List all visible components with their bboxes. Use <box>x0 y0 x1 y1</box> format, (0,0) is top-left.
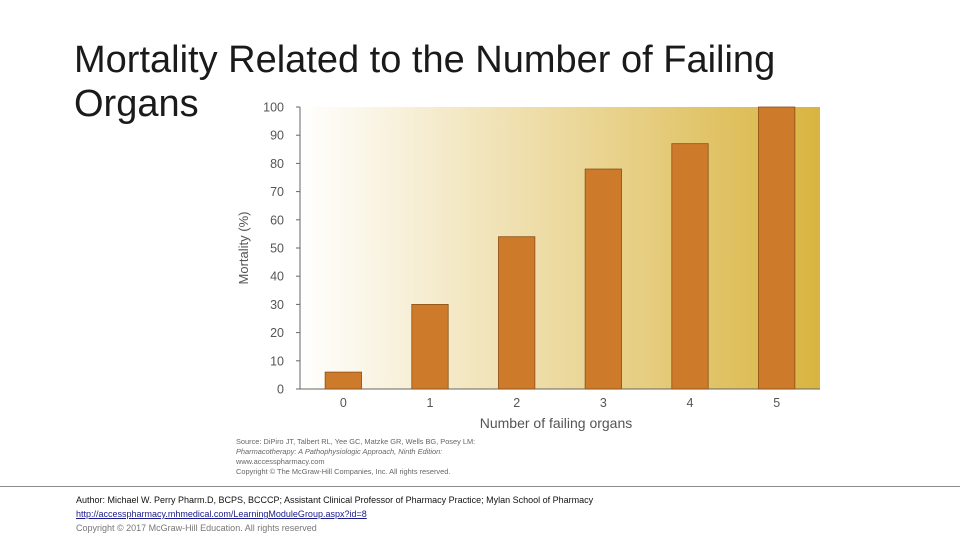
x-tick-label: 3 <box>600 396 607 410</box>
y-tick-label: 20 <box>270 326 284 340</box>
y-tick-label: 40 <box>270 270 284 284</box>
bar <box>498 236 536 390</box>
footer-copyright: Copyright © 2017 McGraw-Hill Education. … <box>76 523 317 533</box>
bar <box>758 106 796 390</box>
chart-source: Source: DiPiro JT, Talbert RL, Yee GC, M… <box>236 437 536 477</box>
y-tick-label: 100 <box>263 101 284 115</box>
slide-footer: Author: Michael W. Perry Pharm.D, BCPS, … <box>76 493 593 535</box>
bar <box>584 168 622 390</box>
footer-divider <box>0 486 960 487</box>
plot-background <box>300 107 820 389</box>
y-tick-label: 0 <box>277 383 284 397</box>
bar <box>324 371 362 390</box>
source-line: Copyright © The McGraw-Hill Companies, I… <box>236 467 451 476</box>
slide-title: Mortality Related to the Number of Faili… <box>74 39 776 125</box>
y-tick-label: 30 <box>270 298 284 312</box>
bar <box>411 303 449 390</box>
y-axis-label: Mortality (%) <box>236 212 251 285</box>
footer-link[interactable]: http://accesspharmacy.mhmedical.com/Lear… <box>76 509 367 519</box>
x-tick-label: 4 <box>687 396 694 410</box>
x-tick-label: 1 <box>427 396 434 410</box>
x-axis-label: Number of failing organs <box>480 415 633 431</box>
y-tick-label: 10 <box>270 354 284 368</box>
y-tick-label: 80 <box>270 157 284 171</box>
y-tick-label: 90 <box>270 129 284 143</box>
x-tick-label: 2 <box>513 396 520 410</box>
source-line: www.accesspharmacy.com <box>236 457 325 466</box>
y-tick-label: 50 <box>270 242 284 256</box>
bar <box>671 143 709 390</box>
y-tick-label: 70 <box>270 185 284 199</box>
source-line: Source: DiPiro JT, Talbert RL, Yee GC, M… <box>236 437 476 446</box>
mortality-bar-chart: 0 10 20 30 40 50 60 70 80 90 100 0 1 2 3 4 5 Mortality … <box>236 101 820 431</box>
x-tick-label: 5 <box>773 396 780 410</box>
y-tick-label: 60 <box>270 213 284 227</box>
source-line: Pharmacotherapy: A Pathophysiologic Appr… <box>236 447 443 456</box>
x-tick-label: 0 <box>340 396 347 410</box>
footer-author: Author: Michael W. Perry Pharm.D, BCPS, … <box>76 495 594 505</box>
